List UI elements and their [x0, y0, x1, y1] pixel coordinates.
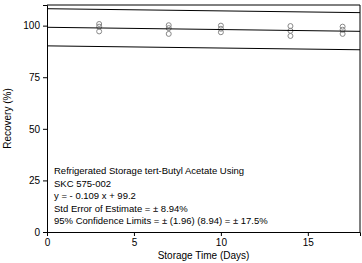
point — [97, 29, 102, 34]
line — [47, 46, 360, 50]
y-tick-label: 100 — [23, 20, 40, 31]
point — [218, 30, 223, 35]
chart: 0 5 10 15 0 25 50 75 100 Storage Time (Days) Recov… — [0, 0, 362, 263]
annotation: SKC 575-002 — [54, 178, 111, 189]
annotation: y = - 0.109 x + 99.2 — [54, 190, 136, 201]
y-tick-label: 75 — [29, 72, 41, 83]
y-axis: 0 25 50 75 100 — [23, 6, 47, 238]
y-tick: 50 — [29, 124, 47, 135]
y-tick-label: 0 — [34, 227, 40, 238]
annotation: 95% Confidence Limits = ± (1.96) (8.94) … — [54, 215, 268, 226]
frame — [47, 5, 360, 6]
marks — [47, 9, 360, 50]
y-tick-mark — [43, 26, 47, 27]
x-axis-line — [48, 233, 361, 237]
x-tick: 15 — [303, 232, 315, 248]
x-tick-label: 0 — [45, 237, 51, 248]
x-tick-label: 5 — [132, 237, 138, 248]
x-tick: 0 — [45, 232, 51, 248]
y-tick: 0 — [34, 227, 47, 238]
y-tick: 100 — [23, 20, 47, 31]
y-tick: 25 — [29, 175, 47, 186]
x-tick-label: 10 — [216, 237, 228, 248]
y-axis-line — [43, 6, 48, 233]
plot: 0 5 10 15 0 25 50 75 100 — [23, 5, 360, 248]
line — [47, 9, 360, 13]
y-tick-label: 25 — [29, 175, 41, 186]
point — [288, 33, 293, 38]
annotation: Refrigerated Storage tert-Butyl Acetate … — [54, 165, 244, 176]
x-axis-title: Storage Time (Days) — [158, 250, 250, 261]
x-tick-mark — [221, 232, 222, 236]
y-axis-title: Recovery (%) — [2, 88, 13, 149]
y-tick-mark — [43, 180, 47, 181]
y-tick-mark — [43, 77, 47, 78]
y-tick-mark — [43, 129, 47, 130]
annotation: Std Error of Estimate = ± 8.94% — [54, 203, 188, 214]
x-tick: 5 — [132, 232, 138, 248]
x-tick: 10 — [216, 232, 228, 248]
y-tick-mark — [43, 232, 47, 233]
y-tick-label: 50 — [29, 124, 41, 135]
line — [47, 27, 360, 31]
point — [340, 31, 345, 36]
x-axis: 0 5 10 15 — [45, 232, 361, 248]
point — [166, 26, 171, 31]
x-tick-mark — [134, 232, 135, 236]
x-tick-mark — [308, 232, 309, 236]
y-tick: 75 — [29, 72, 47, 83]
frame — [360, 5, 361, 232]
x-tick-label: 15 — [303, 237, 315, 248]
point — [166, 31, 171, 36]
